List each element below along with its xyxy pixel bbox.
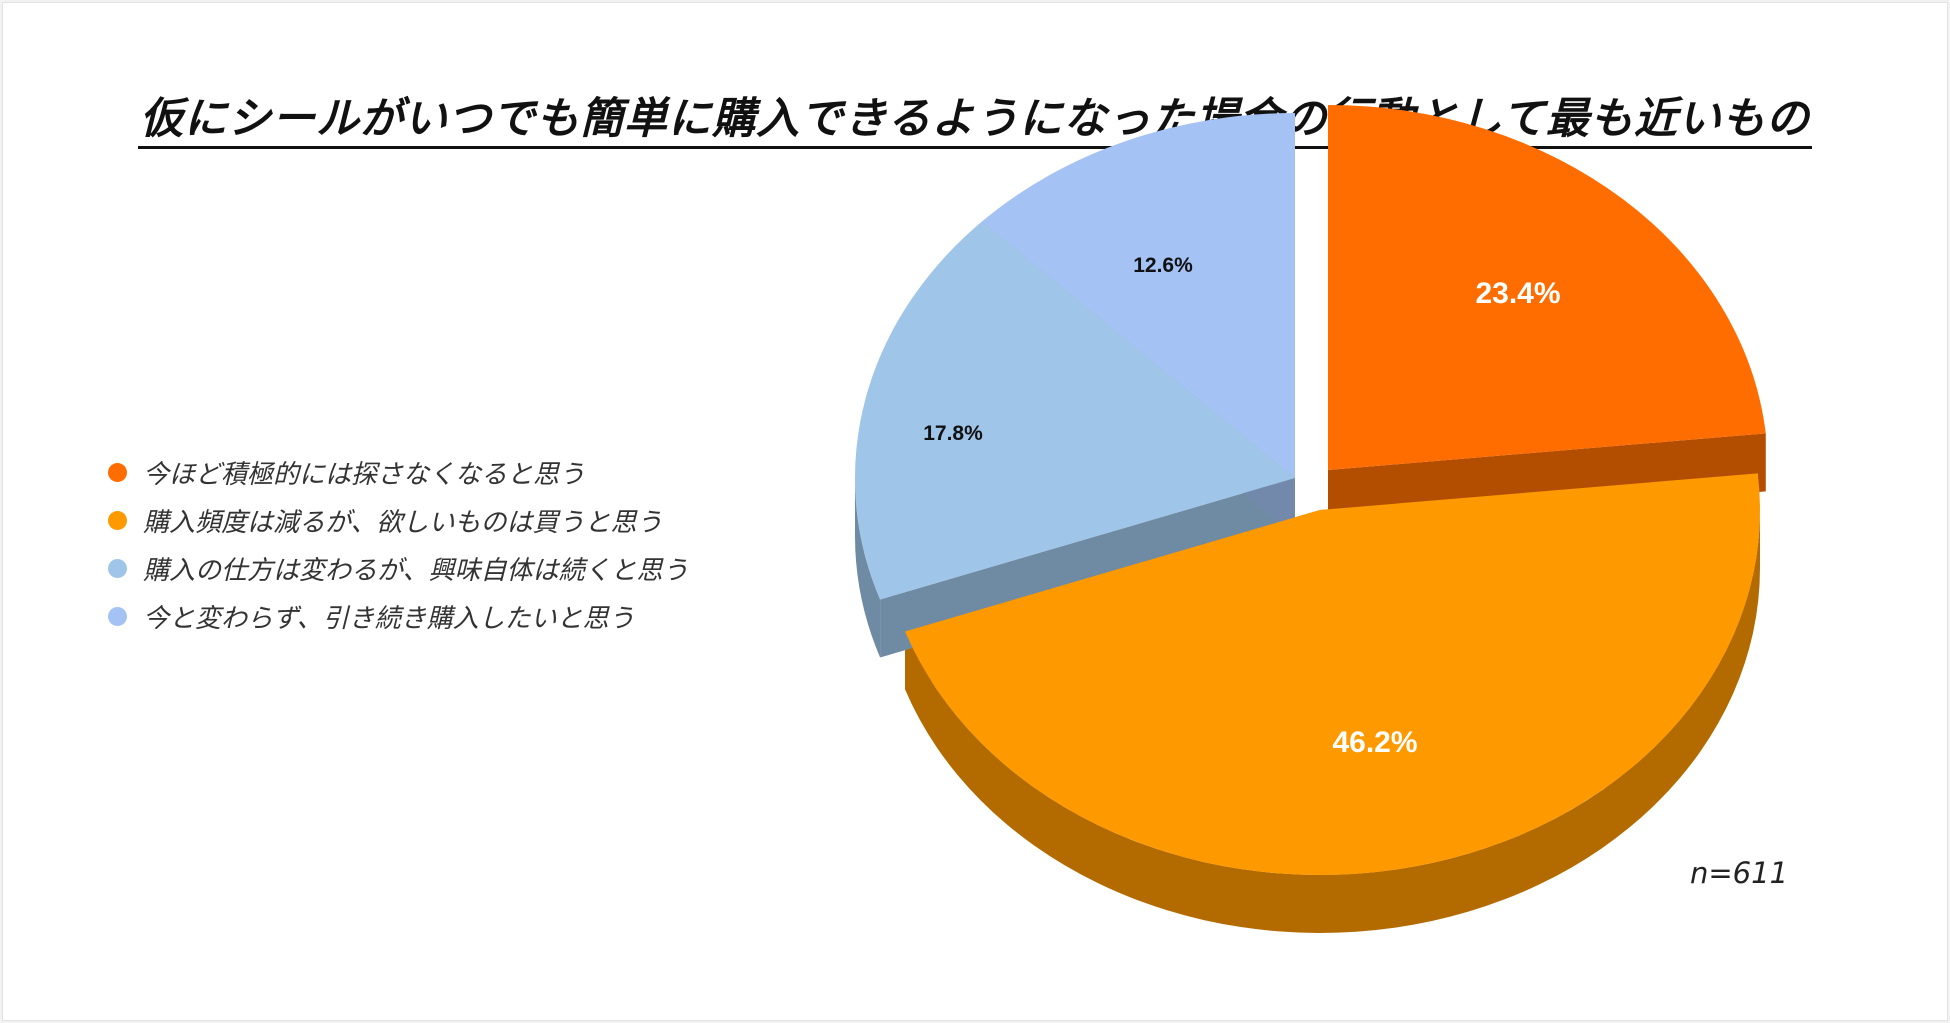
slice-value-label: 12.6% — [1133, 254, 1193, 277]
chart-title: 仮にシールがいつでも簡単に購入できるようになった場合の行動として最も近いもの — [0, 84, 1950, 149]
sample-size-label: n=611 — [1690, 856, 1789, 890]
legend-item: 購入頻度は減るが、欲しいものは買うと思う — [108, 496, 688, 544]
slice-value-label: 23.4% — [1475, 277, 1560, 310]
legend-dot-icon — [108, 510, 127, 530]
legend-item: 今と変わらず、引き続き購入したいと思う — [108, 592, 688, 640]
legend-item: 購入の仕方は変わるが、興味自体は続くと思う — [108, 544, 688, 592]
pie-slice — [854, 221, 1295, 600]
legend-label: 今と変わらず、引き続き購入したいと思う — [143, 603, 635, 634]
legend-label: 購入の仕方は変わるが、興味自体は続くと思う — [143, 555, 689, 586]
slice-value-label: 17.8% — [923, 422, 983, 445]
legend-item: 今ほど積極的には探さなくなると思う — [108, 448, 688, 496]
slice-value-label: 46.2% — [1332, 726, 1417, 759]
legend-dot-icon — [108, 462, 127, 482]
pie-slice — [905, 473, 1760, 875]
pie-slice — [1328, 105, 1766, 470]
chart-title-text: 仮にシールがいつでも簡単に購入できるようになった場合の行動として最も近いもの — [138, 94, 1812, 149]
legend-label: 今ほど積極的には探さなくなると思う — [143, 459, 586, 490]
pie-slice — [981, 113, 1295, 478]
legend-label: 購入頻度は減るが、欲しいものは買うと思う — [143, 507, 663, 538]
legend-dot-icon — [108, 606, 127, 626]
legend: 今ほど積極的には探さなくなると思う 購入頻度は減るが、欲しいものは買うと思う 購… — [108, 448, 688, 640]
legend-dot-icon — [108, 558, 127, 578]
